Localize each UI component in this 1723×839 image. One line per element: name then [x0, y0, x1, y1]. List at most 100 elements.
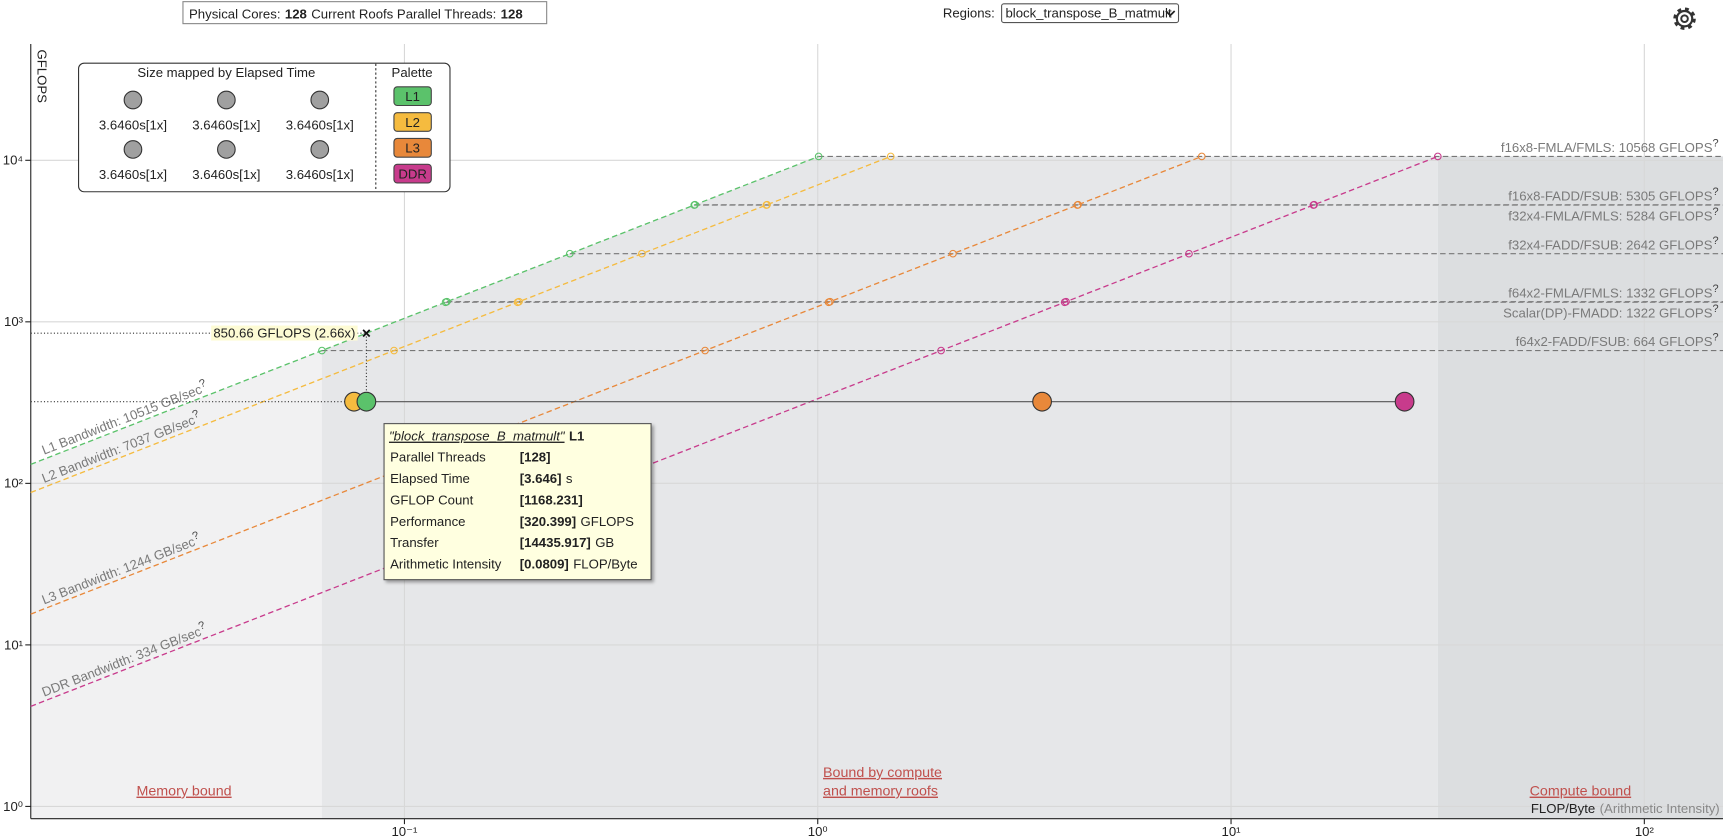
- tooltip-value: [320.399]: [520, 514, 576, 529]
- palette-item[interactable]: L2: [393, 112, 432, 132]
- gear-teeth[interactable]: [1673, 7, 1696, 30]
- y-axis-label: GFLOPS: [34, 49, 49, 103]
- tooltip-value: [1168.231]: [520, 492, 583, 507]
- bandwidth-line: [30, 155, 1203, 615]
- roof-intersection: [513, 298, 522, 307]
- x-axis-note: (Arithmetic Intensity): [1600, 801, 1720, 816]
- roof-intersection: [814, 152, 823, 161]
- roof-intersection: [565, 249, 574, 258]
- tooltip-row-label: Arithmetic Intensity: [390, 557, 502, 572]
- size-legend-label: 3.6460s[1x]: [192, 118, 260, 133]
- help-mark: ?: [197, 619, 207, 632]
- size-legend-marker: [310, 140, 330, 159]
- legend-label: L1: [405, 89, 420, 104]
- tooltip-box: [383, 423, 652, 581]
- size-legend-label: 3.6460s[1x]: [286, 167, 354, 182]
- roof-label: f32x4-FADD/FSUB: 2642 GFLOPS?: [1508, 235, 1718, 252]
- annotation-marker: [362, 329, 371, 338]
- tooltip-region: "block_transpose_B_matmult": [389, 429, 566, 444]
- data-point: [1032, 391, 1052, 412]
- tooltip-row-value: [14435.917] GB: [520, 535, 615, 550]
- roof-intersection: [824, 298, 833, 307]
- y-tick-label: 10⁰: [3, 799, 23, 814]
- x-tick-label: 10²: [1635, 824, 1655, 839]
- roof-label: f32x4-FMLA/FMLS: 5284 GFLOPS?: [1508, 206, 1718, 223]
- tooltip-title: "block_transpose_B_matmult" L1: [389, 429, 584, 444]
- tooltip-row-value: [1168.231]: [520, 492, 583, 507]
- roof-label-text: Scalar(DP)-FMADD: 1322 GFLOPS: [1503, 306, 1713, 321]
- palette-item[interactable]: DDR: [393, 163, 432, 184]
- data-point: [1394, 391, 1415, 412]
- roof-intersection: [701, 346, 709, 355]
- select-arrow[interactable]: [1165, 10, 1176, 17]
- help-mark: ?: [1712, 235, 1718, 247]
- size-legend-marker: [123, 90, 143, 110]
- size-legend-marker: [217, 90, 236, 110]
- bandwidth-line: [30, 155, 1439, 707]
- palette-swatch: [393, 112, 432, 132]
- tooltip: "block_transpose_B_matmult" L1 Parallel Th…: [383, 423, 652, 581]
- tooltip-row-value: [320.399] GFLOPS: [520, 514, 634, 529]
- tooltip-row-value: [3.646] s: [520, 471, 573, 486]
- roof-label: f64x2-FADD/FSUB: 664 GFLOPS?: [1516, 332, 1719, 349]
- x-tick-label: 10¹: [1222, 824, 1242, 839]
- legend-label: L2: [405, 115, 420, 130]
- tooltip-unit: FLOP/Byte: [573, 557, 637, 572]
- bandwidth-line: [30, 155, 891, 494]
- y-tick-label: 10²: [4, 476, 24, 491]
- size-legend-label: 3.6460s[1x]: [99, 118, 167, 133]
- palette-item[interactable]: L3: [393, 137, 432, 158]
- help-mark: ?: [1712, 283, 1718, 295]
- tooltip-row-value: [0.0809] FLOP/Byte: [520, 557, 638, 572]
- roof-label: f16x8-FMLA/FMLS: 10568 GFLOPS?: [1501, 138, 1719, 155]
- gear-ring[interactable]: [1675, 9, 1694, 28]
- tooltip-unit: GB: [595, 535, 614, 550]
- region-label: Bound by compute: [823, 765, 942, 781]
- size-legend-marker: [217, 140, 236, 159]
- roof-label-text: f32x4-FADD/FSUB: 2642 GFLOPS: [1508, 237, 1712, 252]
- roof-label: f16x8-FADD/FSUB: 5305 GFLOPS?: [1508, 186, 1718, 203]
- roof-intersection: [390, 346, 398, 355]
- y-tick-label: 10³: [4, 314, 24, 329]
- help-mark: ?: [1712, 186, 1718, 198]
- roof-intersection: [1309, 201, 1318, 209]
- help-mark: ?: [198, 377, 208, 390]
- roof-label-text: f32x4-FMLA/FMLS: 5284 GFLOPS: [1508, 208, 1712, 223]
- help-mark: ?: [1712, 332, 1718, 344]
- palette-swatch: [393, 137, 432, 158]
- size-legend-marker: [310, 90, 330, 110]
- gear-hub[interactable]: [1680, 14, 1689, 23]
- tooltip-row-label: Transfer: [390, 535, 439, 550]
- tooltip-level: L1: [569, 429, 584, 444]
- roof-label-text: f16x8-FMLA/FMLS: 10568 GFLOPS: [1501, 140, 1713, 155]
- bandwidth-line: [30, 155, 819, 465]
- roof-intersection: [886, 152, 895, 161]
- x-tick-label: 10⁻¹: [391, 824, 418, 839]
- header-box: [182, 1, 548, 25]
- tooltip-row-label: Performance: [390, 514, 465, 529]
- palette-title: Palette: [392, 65, 433, 80]
- region-label: Memory bound: [136, 784, 231, 800]
- size-legend-title: Size mapped by Elapsed Time: [137, 65, 315, 80]
- roof-intersection: [441, 298, 450, 307]
- cores-label: Physical Cores:: [189, 7, 281, 22]
- compute-bound-area: [1437, 156, 1723, 819]
- x-axis-label: FLOP/Byte (Arithmetic Intensity): [1531, 801, 1720, 816]
- roof-label-text: f16x8-FADD/FSUB: 5305 GFLOPS: [1508, 188, 1712, 203]
- x-axis-title: FLOP/Byte: [1531, 801, 1595, 816]
- roof-intersection: [690, 201, 699, 209]
- palette-swatch: [393, 163, 432, 184]
- select-box[interactable]: [1001, 3, 1180, 24]
- tooltip-row-label: GFLOP Count: [390, 492, 474, 507]
- settings-button[interactable]: [1673, 7, 1696, 30]
- palette-item[interactable]: L1: [393, 86, 432, 107]
- tooltip-row-value: [128]: [520, 450, 551, 465]
- tooltip-row-label: Elapsed Time: [390, 471, 470, 486]
- roof-label-text: f64x2-FADD/FSUB: 664 GFLOPS: [1516, 334, 1713, 349]
- annotation-label: 850.66 GFLOPS (2.66x): [213, 326, 355, 341]
- tooltip-value: [3.646]: [520, 471, 562, 486]
- y-tick-label: 10⁴: [3, 153, 23, 168]
- select-value[interactable]: block_transpose_B_matmult: [1005, 6, 1172, 21]
- region-select[interactable]: block_transpose_B_matmult: [1001, 3, 1180, 24]
